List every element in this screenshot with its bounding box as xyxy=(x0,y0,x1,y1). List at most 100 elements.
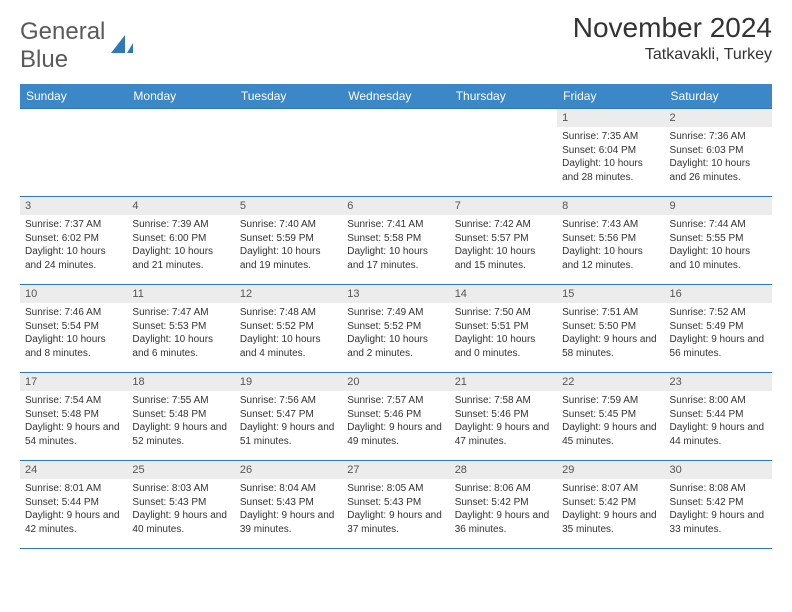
day-info: Sunrise: 8:05 AMSunset: 5:43 PMDaylight:… xyxy=(342,479,449,540)
day-info: Sunrise: 7:56 AMSunset: 5:47 PMDaylight:… xyxy=(235,391,342,452)
calendar-cell: 5Sunrise: 7:40 AMSunset: 5:59 PMDaylight… xyxy=(235,197,342,285)
calendar-cell: 28Sunrise: 8:06 AMSunset: 5:42 PMDayligh… xyxy=(450,461,557,549)
day-number: 28 xyxy=(450,461,557,479)
day-info: Sunrise: 7:49 AMSunset: 5:52 PMDaylight:… xyxy=(342,303,449,364)
calendar-cell: 7Sunrise: 7:42 AMSunset: 5:57 PMDaylight… xyxy=(450,197,557,285)
header-row: General Blue November 2024 Tatkavakli, T… xyxy=(20,12,772,74)
day-info: Sunrise: 7:42 AMSunset: 5:57 PMDaylight:… xyxy=(450,215,557,276)
day-info: Sunrise: 7:40 AMSunset: 5:59 PMDaylight:… xyxy=(235,215,342,276)
weekday-header: Sunday xyxy=(20,84,127,109)
calendar-cell: 24Sunrise: 8:01 AMSunset: 5:44 PMDayligh… xyxy=(20,461,127,549)
day-info: Sunrise: 7:47 AMSunset: 5:53 PMDaylight:… xyxy=(127,303,234,364)
calendar-cell xyxy=(450,109,557,197)
calendar-cell: 15Sunrise: 7:51 AMSunset: 5:50 PMDayligh… xyxy=(557,285,664,373)
day-number: 7 xyxy=(450,197,557,215)
day-number: 10 xyxy=(20,285,127,303)
logo: General Blue xyxy=(20,18,135,74)
day-number: 29 xyxy=(557,461,664,479)
calendar-cell: 27Sunrise: 8:05 AMSunset: 5:43 PMDayligh… xyxy=(342,461,449,549)
calendar-cell: 21Sunrise: 7:58 AMSunset: 5:46 PMDayligh… xyxy=(450,373,557,461)
calendar-cell: 3Sunrise: 7:37 AMSunset: 6:02 PMDaylight… xyxy=(20,197,127,285)
day-info: Sunrise: 7:52 AMSunset: 5:49 PMDaylight:… xyxy=(665,303,772,364)
calendar-cell: 12Sunrise: 7:48 AMSunset: 5:52 PMDayligh… xyxy=(235,285,342,373)
day-number: 2 xyxy=(665,109,772,127)
day-number: 21 xyxy=(450,373,557,391)
day-number: 5 xyxy=(235,197,342,215)
calendar-week-row: 24Sunrise: 8:01 AMSunset: 5:44 PMDayligh… xyxy=(20,461,772,549)
day-info: Sunrise: 7:35 AMSunset: 6:04 PMDaylight:… xyxy=(557,127,664,188)
day-number: 19 xyxy=(235,373,342,391)
day-number: 16 xyxy=(665,285,772,303)
day-info: Sunrise: 8:00 AMSunset: 5:44 PMDaylight:… xyxy=(665,391,772,452)
day-info: Sunrise: 7:50 AMSunset: 5:51 PMDaylight:… xyxy=(450,303,557,364)
day-info: Sunrise: 7:44 AMSunset: 5:55 PMDaylight:… xyxy=(665,215,772,276)
day-info: Sunrise: 7:37 AMSunset: 6:02 PMDaylight:… xyxy=(20,215,127,276)
calendar-cell: 29Sunrise: 8:07 AMSunset: 5:42 PMDayligh… xyxy=(557,461,664,549)
calendar-cell: 30Sunrise: 8:08 AMSunset: 5:42 PMDayligh… xyxy=(665,461,772,549)
calendar-cell: 11Sunrise: 7:47 AMSunset: 5:53 PMDayligh… xyxy=(127,285,234,373)
day-info: Sunrise: 7:57 AMSunset: 5:46 PMDaylight:… xyxy=(342,391,449,452)
weekday-header: Thursday xyxy=(450,84,557,109)
calendar-week-row: 3Sunrise: 7:37 AMSunset: 6:02 PMDaylight… xyxy=(20,197,772,285)
day-info: Sunrise: 7:39 AMSunset: 6:00 PMDaylight:… xyxy=(127,215,234,276)
day-number: 9 xyxy=(665,197,772,215)
weekday-header-row: SundayMondayTuesdayWednesdayThursdayFrid… xyxy=(20,84,772,109)
calendar-cell xyxy=(342,109,449,197)
calendar-cell: 6Sunrise: 7:41 AMSunset: 5:58 PMDaylight… xyxy=(342,197,449,285)
day-number: 1 xyxy=(557,109,664,127)
day-number: 15 xyxy=(557,285,664,303)
page-title: November 2024 xyxy=(573,12,772,44)
weekday-header: Friday xyxy=(557,84,664,109)
calendar-cell: 14Sunrise: 7:50 AMSunset: 5:51 PMDayligh… xyxy=(450,285,557,373)
day-info: Sunrise: 8:08 AMSunset: 5:42 PMDaylight:… xyxy=(665,479,772,540)
location: Tatkavakli, Turkey xyxy=(573,46,772,64)
calendar-cell: 1Sunrise: 7:35 AMSunset: 6:04 PMDaylight… xyxy=(557,109,664,197)
calendar-cell: 22Sunrise: 7:59 AMSunset: 5:45 PMDayligh… xyxy=(557,373,664,461)
day-number: 23 xyxy=(665,373,772,391)
day-info: Sunrise: 8:07 AMSunset: 5:42 PMDaylight:… xyxy=(557,479,664,540)
calendar-cell: 26Sunrise: 8:04 AMSunset: 5:43 PMDayligh… xyxy=(235,461,342,549)
day-number: 30 xyxy=(665,461,772,479)
day-info: Sunrise: 7:51 AMSunset: 5:50 PMDaylight:… xyxy=(557,303,664,364)
day-number: 25 xyxy=(127,461,234,479)
calendar-week-row: 17Sunrise: 7:54 AMSunset: 5:48 PMDayligh… xyxy=(20,373,772,461)
calendar-cell: 10Sunrise: 7:46 AMSunset: 5:54 PMDayligh… xyxy=(20,285,127,373)
weekday-header: Saturday xyxy=(665,84,772,109)
calendar-cell: 18Sunrise: 7:55 AMSunset: 5:48 PMDayligh… xyxy=(127,373,234,461)
weekday-header: Wednesday xyxy=(342,84,449,109)
day-info: Sunrise: 7:55 AMSunset: 5:48 PMDaylight:… xyxy=(127,391,234,452)
day-info: Sunrise: 8:01 AMSunset: 5:44 PMDaylight:… xyxy=(20,479,127,540)
calendar-cell: 23Sunrise: 8:00 AMSunset: 5:44 PMDayligh… xyxy=(665,373,772,461)
title-block: November 2024 Tatkavakli, Turkey xyxy=(573,12,772,64)
calendar-cell: 17Sunrise: 7:54 AMSunset: 5:48 PMDayligh… xyxy=(20,373,127,461)
day-number: 27 xyxy=(342,461,449,479)
day-info: Sunrise: 7:59 AMSunset: 5:45 PMDaylight:… xyxy=(557,391,664,452)
calendar-cell: 4Sunrise: 7:39 AMSunset: 6:00 PMDaylight… xyxy=(127,197,234,285)
day-info: Sunrise: 7:43 AMSunset: 5:56 PMDaylight:… xyxy=(557,215,664,276)
calendar-cell: 13Sunrise: 7:49 AMSunset: 5:52 PMDayligh… xyxy=(342,285,449,373)
day-info: Sunrise: 7:46 AMSunset: 5:54 PMDaylight:… xyxy=(20,303,127,364)
logo-part2: Blue xyxy=(20,46,68,73)
day-number: 26 xyxy=(235,461,342,479)
day-number: 4 xyxy=(127,197,234,215)
calendar-cell: 19Sunrise: 7:56 AMSunset: 5:47 PMDayligh… xyxy=(235,373,342,461)
day-info: Sunrise: 8:04 AMSunset: 5:43 PMDaylight:… xyxy=(235,479,342,540)
calendar-cell: 25Sunrise: 8:03 AMSunset: 5:43 PMDayligh… xyxy=(127,461,234,549)
weekday-header: Tuesday xyxy=(235,84,342,109)
day-number: 13 xyxy=(342,285,449,303)
calendar-week-row: 1Sunrise: 7:35 AMSunset: 6:04 PMDaylight… xyxy=(20,109,772,197)
day-number: 12 xyxy=(235,285,342,303)
day-number: 18 xyxy=(127,373,234,391)
calendar-cell xyxy=(20,109,127,197)
day-number: 24 xyxy=(20,461,127,479)
day-number: 8 xyxy=(557,197,664,215)
day-number: 6 xyxy=(342,197,449,215)
day-number: 3 xyxy=(20,197,127,215)
day-number: 14 xyxy=(450,285,557,303)
day-number: 22 xyxy=(557,373,664,391)
weekday-header: Monday xyxy=(127,84,234,109)
day-number: 11 xyxy=(127,285,234,303)
day-info: Sunrise: 7:41 AMSunset: 5:58 PMDaylight:… xyxy=(342,215,449,276)
calendar-cell: 8Sunrise: 7:43 AMSunset: 5:56 PMDaylight… xyxy=(557,197,664,285)
day-info: Sunrise: 7:54 AMSunset: 5:48 PMDaylight:… xyxy=(20,391,127,452)
